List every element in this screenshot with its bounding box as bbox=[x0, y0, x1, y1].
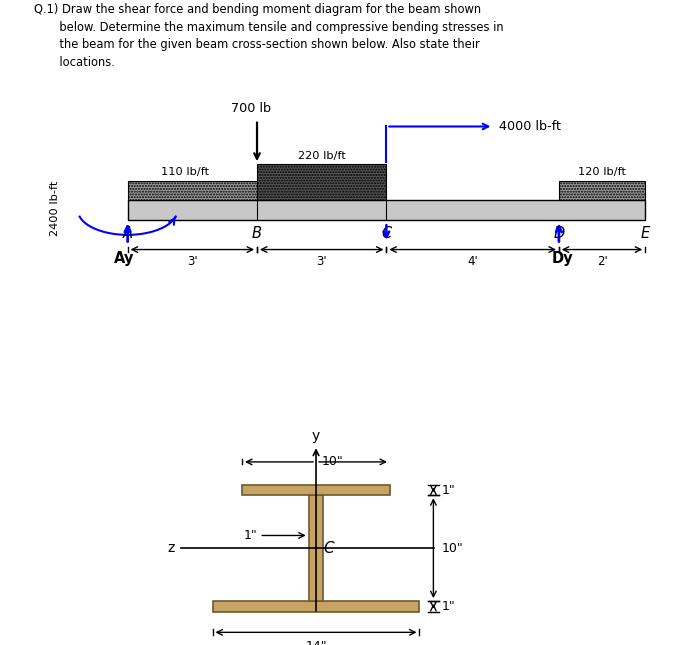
Text: 220 lb/ft: 220 lb/ft bbox=[298, 151, 346, 161]
Text: y: y bbox=[312, 430, 320, 443]
Text: Q.1) Draw the shear force and bending moment diagram for the beam shown
       b: Q.1) Draw the shear force and bending mo… bbox=[34, 3, 504, 69]
Bar bbox=[559, 181, 645, 200]
Bar bbox=[128, 181, 257, 200]
Text: B: B bbox=[252, 226, 262, 241]
Text: 4000 lb-ft: 4000 lb-ft bbox=[499, 120, 561, 133]
Text: 1": 1" bbox=[244, 529, 257, 542]
Bar bbox=[257, 164, 386, 200]
Text: z: z bbox=[168, 541, 175, 555]
Text: D: D bbox=[553, 226, 564, 241]
Text: 3': 3' bbox=[187, 255, 197, 268]
Text: E: E bbox=[640, 226, 650, 241]
Text: 1": 1" bbox=[442, 600, 455, 613]
Bar bbox=[213, 601, 420, 611]
Text: Ay: Ay bbox=[114, 252, 135, 266]
Text: 4': 4' bbox=[467, 255, 478, 268]
Text: 1": 1" bbox=[442, 484, 455, 497]
Text: 2400 lb-ft: 2400 lb-ft bbox=[50, 181, 60, 236]
Text: C: C bbox=[323, 541, 333, 555]
Text: 120 lb/ft: 120 lb/ft bbox=[578, 167, 626, 177]
Bar bbox=[308, 495, 324, 601]
Bar bbox=[128, 200, 645, 221]
Text: 3': 3' bbox=[317, 255, 327, 268]
Text: A: A bbox=[123, 226, 132, 241]
Text: C: C bbox=[382, 226, 391, 241]
Text: 10": 10" bbox=[442, 542, 463, 555]
Text: Dy: Dy bbox=[551, 252, 573, 266]
Text: 700 lb: 700 lb bbox=[231, 101, 272, 115]
Text: 14": 14" bbox=[305, 640, 327, 645]
Text: 10": 10" bbox=[322, 455, 344, 468]
Text: 110 lb/ft: 110 lb/ft bbox=[161, 167, 210, 177]
Text: 2': 2' bbox=[597, 255, 607, 268]
Bar bbox=[242, 485, 390, 495]
